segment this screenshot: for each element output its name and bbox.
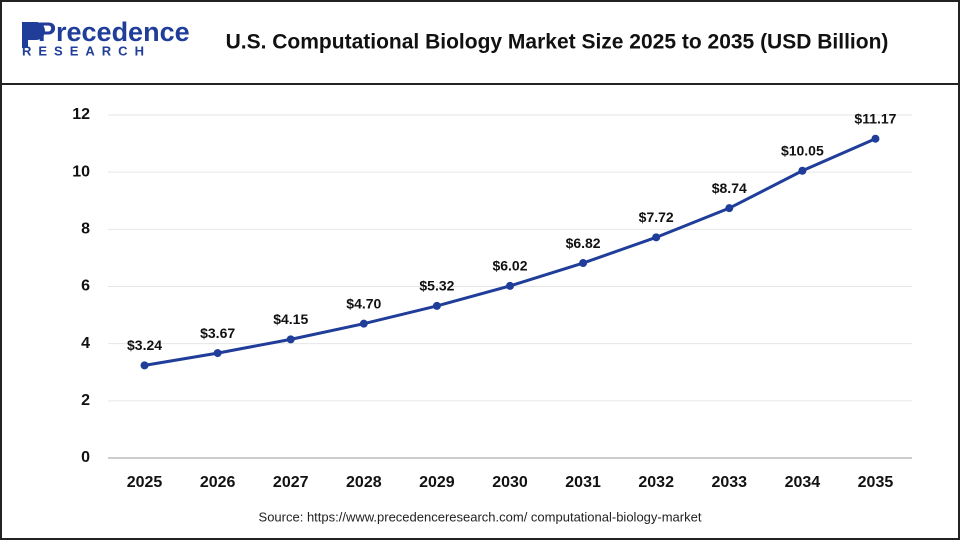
x-tick-label: 2027 (273, 474, 309, 491)
data-point (506, 281, 514, 290)
data-label: $4.70 (346, 295, 381, 311)
data-point (871, 134, 880, 143)
x-tick-label: 2032 (638, 474, 674, 491)
y-tick-label: 6 (81, 278, 90, 295)
chart-title: U.S. Computational Biology Market Size 2… (226, 31, 889, 54)
data-point (652, 233, 661, 242)
x-tick-label: 2025 (127, 474, 163, 491)
data-point (213, 349, 222, 358)
data-label: $3.24 (127, 337, 162, 353)
data-point (432, 301, 441, 310)
x-tick-label: 2026 (200, 474, 236, 491)
y-tick-label: 4 (81, 335, 90, 352)
x-tick-label: 2033 (711, 474, 747, 491)
data-label: $5.32 (419, 278, 454, 294)
data-point (579, 259, 588, 268)
data-label: $3.67 (200, 325, 235, 341)
data-point (286, 335, 295, 344)
x-tick-label: 2030 (492, 474, 528, 491)
data-label: $8.74 (712, 180, 747, 196)
logo-name: Precedence (38, 17, 190, 47)
x-tick-label: 2035 (858, 474, 894, 491)
y-tick-label: 2 (81, 392, 90, 409)
y-tick-label: 10 (72, 163, 90, 180)
y-tick-label: 12 (72, 106, 90, 123)
source-note: Source: https://www.precedenceresearch.c… (259, 509, 702, 524)
data-label: $4.15 (273, 311, 308, 327)
y-tick-label: 8 (81, 221, 90, 238)
data-label: $7.72 (639, 209, 674, 225)
data-label: $6.82 (566, 235, 601, 251)
data-label: $6.02 (492, 258, 527, 274)
data-point (725, 204, 734, 213)
logo-icon (22, 22, 45, 48)
data-label: $10.05 (781, 142, 824, 158)
logo-tagline: RESEARCH (22, 43, 151, 58)
x-tick-label: 2028 (346, 474, 382, 491)
data-point (359, 319, 368, 328)
data-label: $11.17 (854, 110, 896, 126)
y-tick-label: 0 (81, 449, 90, 466)
x-tick-label: 2034 (785, 474, 821, 491)
data-point (140, 361, 149, 370)
data-point (798, 166, 807, 175)
x-tick-label: 2031 (565, 474, 601, 491)
x-tick-label: 2029 (419, 474, 455, 491)
